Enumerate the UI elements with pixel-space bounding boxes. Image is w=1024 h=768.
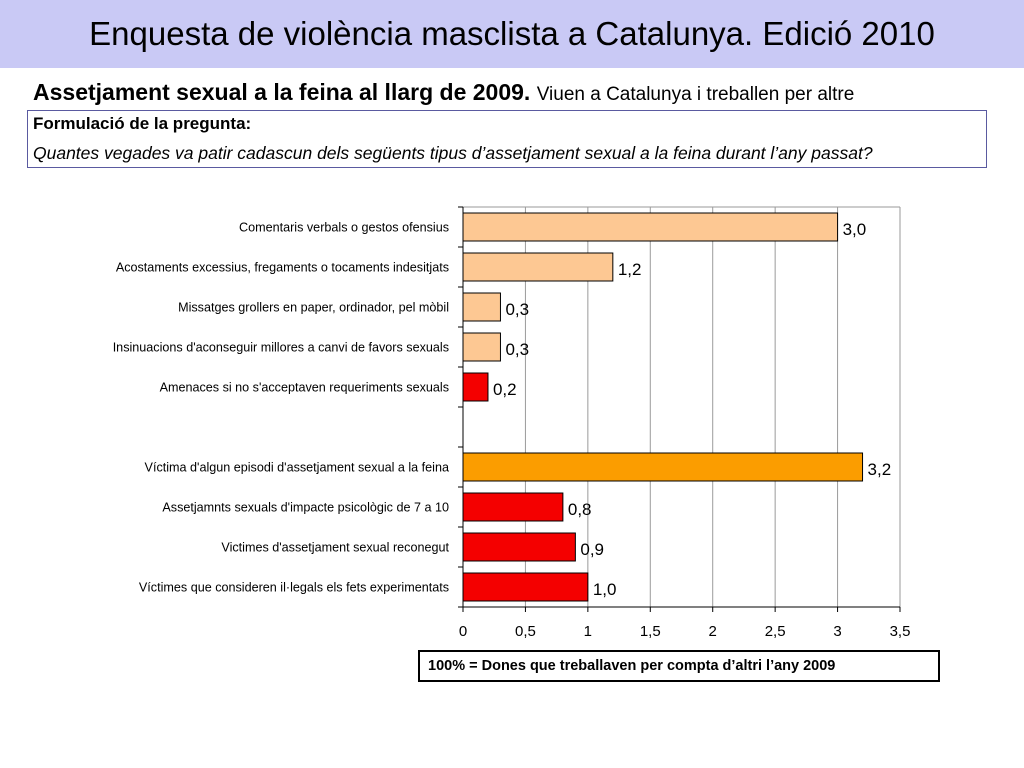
x-tick-label: 2,5 [765, 623, 786, 640]
value-label: 0,3 [505, 300, 529, 319]
bar [462, 252, 614, 282]
category-label: Víctima d'algun episodi d'assetjament se… [145, 461, 449, 475]
x-tick-label: 2 [709, 623, 717, 640]
category-label: Victimes d'assetjament sexual reconegut [221, 541, 449, 555]
subtitle-rest: Viuen a Catalunya i treballen per altre [536, 84, 855, 105]
value-label: 1,0 [593, 580, 617, 599]
subtitle-bold: Assetjament sexual a la feina al llarg d… [33, 79, 531, 105]
x-tick-label: 1 [584, 623, 592, 640]
value-label: 3,2 [868, 460, 892, 479]
category-label: Insinuacions d'aconseguir millores a can… [113, 341, 449, 355]
chart-subtitle: Assetjament sexual a la feina al llarg d… [33, 78, 854, 109]
x-tick-label: 0 [459, 623, 467, 640]
value-label: 0,2 [493, 380, 517, 399]
category-label: Víctimes que consideren il·legals els fe… [139, 581, 449, 595]
question-text: Quantes vegades va patir cadascun dels s… [33, 143, 873, 163]
x-tick-label: 1,5 [640, 623, 661, 640]
value-label: 0,9 [580, 540, 604, 559]
value-label: 0,3 [505, 340, 529, 359]
category-label: Assetjamnts sexuals d'impacte psicològic… [162, 501, 449, 515]
value-label: 1,2 [618, 260, 642, 279]
question-label: Formulació de la pregunta: [33, 114, 252, 133]
bar [462, 452, 864, 482]
bar [462, 292, 501, 322]
value-label: 3,0 [843, 220, 867, 239]
x-tick-label: 3 [833, 623, 841, 640]
question-box: Formulació de la pregunta: Quantes vegad… [27, 110, 987, 168]
bar [462, 332, 501, 362]
category-label: Missatges grollers en paper, ordinador, … [178, 301, 449, 315]
footnote-box: 100% = Dones que treballaven per compta … [418, 650, 940, 682]
bar [462, 492, 564, 522]
x-tick-label: 0,5 [515, 623, 536, 640]
bar [462, 372, 489, 402]
category-label: Amenaces si no s'acceptaven requeriments… [160, 381, 449, 395]
value-label: 0,8 [568, 500, 592, 519]
bar [462, 572, 589, 602]
footnote-text: 100% = Dones que treballaven per compta … [428, 658, 836, 674]
category-label: Acostaments excessius, fregaments o toca… [116, 261, 449, 275]
title-banner: Enquesta de violència masclista a Catalu… [0, 0, 1024, 68]
page-title: Enquesta de violència masclista a Catalu… [89, 15, 935, 52]
category-label: Comentaris verbals o gestos ofensius [239, 221, 449, 235]
bar [462, 212, 839, 242]
bar [462, 532, 576, 562]
x-tick-label: 3,5 [890, 623, 911, 640]
